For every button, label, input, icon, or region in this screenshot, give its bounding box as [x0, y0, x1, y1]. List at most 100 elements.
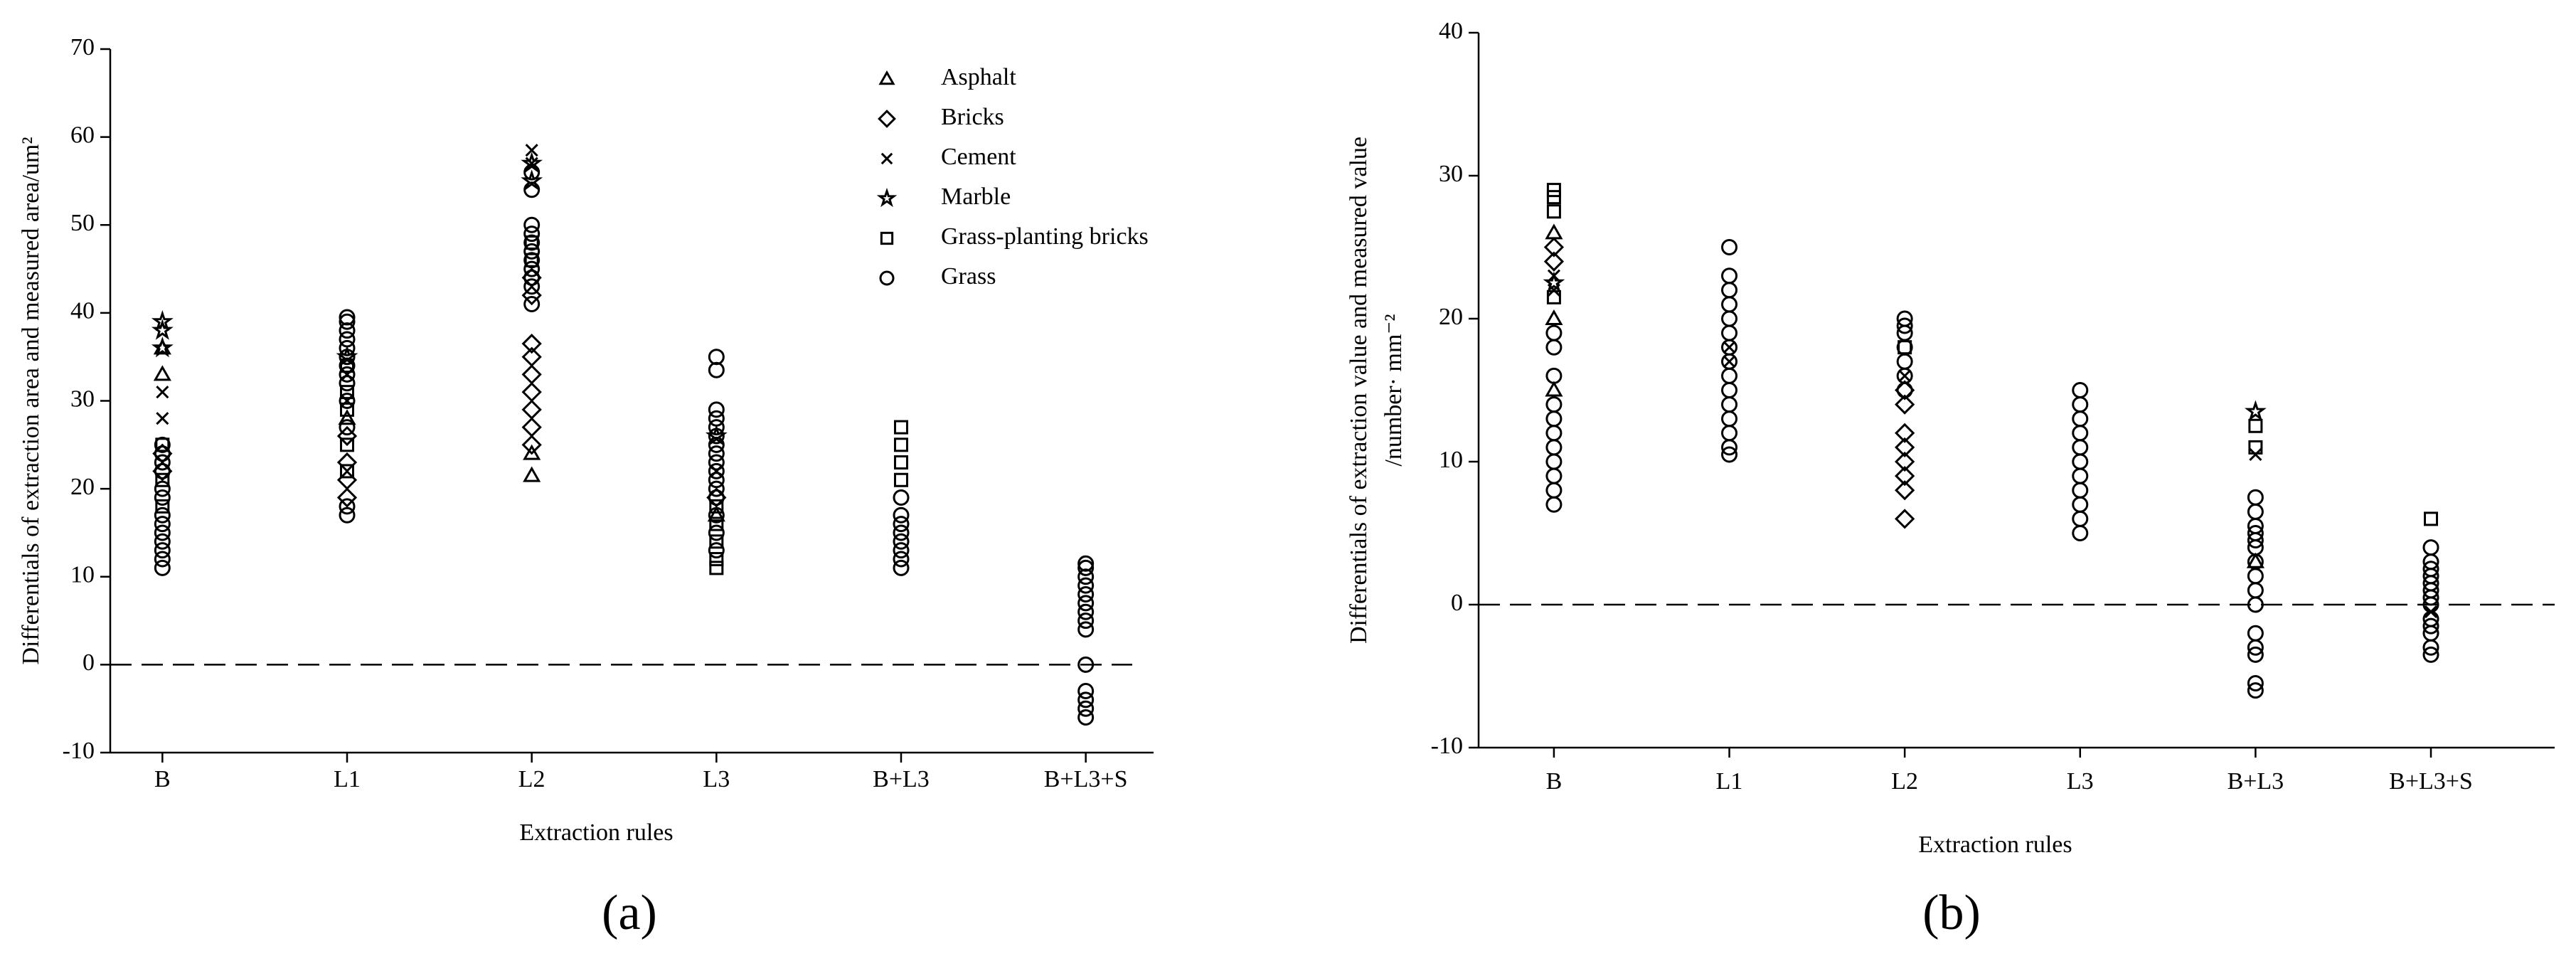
- marker-circle: [1545, 425, 1563, 442]
- marker-circle: [893, 506, 910, 524]
- marker-circle: [2422, 539, 2439, 556]
- marker-circle: [523, 225, 541, 243]
- legend-label: Cement: [941, 144, 1016, 170]
- marker-x: [880, 152, 893, 165]
- marker-circle: [1077, 682, 1095, 699]
- marker-circle: [2247, 525, 2264, 541]
- marker-triangle: [153, 339, 171, 355]
- marker-circle: [708, 454, 725, 471]
- x-tick-label: B+L3+S: [2389, 768, 2473, 795]
- marker-circle: [893, 551, 910, 568]
- marker-circle: [339, 393, 356, 409]
- y-tick-label: 70: [70, 34, 95, 60]
- marker-circle: [1077, 603, 1095, 620]
- marker-diamond: [1543, 251, 1565, 272]
- marker-circle: [2247, 582, 2264, 599]
- marker-diamond: [1895, 437, 1915, 458]
- marker-circle: [2422, 617, 2439, 635]
- marker-circle: [523, 260, 541, 277]
- marker-x: [1723, 341, 1736, 354]
- marker-square: [1546, 290, 1561, 304]
- marker-circle: [523, 269, 541, 286]
- x-tick-label: B: [154, 766, 171, 792]
- marker-circle: [708, 542, 725, 559]
- marker-circle: [154, 489, 171, 506]
- marker-star: [151, 319, 174, 340]
- marker-square: [893, 455, 908, 470]
- marker-triangle: [338, 409, 356, 425]
- marker-circle: [2247, 625, 2264, 642]
- marker-circle: [339, 331, 356, 348]
- y-tick-label: -10: [1431, 733, 1463, 759]
- marker-circle: [708, 401, 725, 418]
- marker-triangle: [2246, 552, 2264, 568]
- x-tick-label: L2: [1891, 768, 1918, 795]
- marker-circle: [154, 462, 171, 479]
- marker-diamond: [521, 334, 542, 354]
- y-axis-label: /number· mm⁻²: [1380, 314, 1407, 466]
- marker-circle: [2072, 439, 2089, 456]
- marker-circle: [1545, 367, 1563, 384]
- marker-circle: [1545, 396, 1563, 413]
- marker-diamond: [336, 425, 358, 447]
- marker-circle: [154, 551, 171, 568]
- marker-circle: [154, 480, 171, 497]
- x-axis-label: Extraction rules: [1918, 832, 2072, 858]
- marker-square: [709, 499, 724, 514]
- marker-diamond: [521, 435, 542, 455]
- marker-circle: [523, 164, 541, 181]
- marker-circle: [1545, 339, 1563, 356]
- x-tick-label: L1: [1716, 768, 1743, 795]
- marker-circle: [1077, 691, 1095, 708]
- marker-circle: [893, 489, 910, 506]
- legend-label: Asphalt: [941, 64, 1016, 90]
- marker-square: [340, 437, 355, 452]
- marker-circle: [523, 252, 541, 269]
- marker-circle: [2247, 489, 2264, 506]
- marker-circle: [708, 445, 725, 462]
- marker-circle: [708, 349, 725, 366]
- marker-square: [893, 472, 908, 487]
- x-tick-label: L3: [703, 766, 730, 792]
- marker-circle: [1721, 324, 1738, 341]
- marker-circle: [1721, 267, 1738, 285]
- marker-square: [709, 516, 724, 531]
- panel-label: (b): [1922, 886, 1981, 940]
- marker-circle: [154, 542, 171, 559]
- marker-circle: [1721, 239, 1738, 255]
- marker-circle: [708, 436, 725, 453]
- marker-triangle: [523, 444, 541, 460]
- marker-circle: [893, 542, 910, 559]
- marker-circle: [2072, 482, 2089, 499]
- marker-x: [2249, 447, 2262, 462]
- marker-circle: [1896, 317, 1913, 334]
- marker-circle: [2072, 382, 2089, 398]
- marker-circle: [523, 296, 541, 313]
- y-tick-label: 0: [83, 649, 95, 676]
- marker-circle: [1896, 310, 1913, 327]
- marker-triangle: [523, 466, 541, 482]
- marker-circle: [2422, 561, 2439, 578]
- marker-diamond: [521, 417, 542, 437]
- marker-diamond: [1895, 451, 1915, 472]
- marker-circle: [708, 480, 725, 497]
- marker-circle: [523, 278, 541, 295]
- marker-square: [340, 385, 355, 400]
- marker-diamond: [521, 382, 542, 403]
- y-axis-label: Differentials of extraction value and me…: [1346, 137, 1372, 644]
- marker-circle: [1721, 446, 1738, 463]
- marker-circle: [1545, 439, 1563, 456]
- marker-circle: [708, 472, 725, 489]
- marker-x: [156, 412, 169, 425]
- marker-diamond: [1895, 394, 1915, 415]
- marker-circle: [154, 454, 171, 471]
- marker-star: [1543, 271, 1565, 292]
- marker-circle: [2072, 425, 2089, 442]
- y-tick-label: -10: [63, 738, 95, 764]
- x-tick-label: L1: [334, 766, 361, 792]
- marker-triangle: [153, 365, 171, 381]
- marker-circle: [1077, 612, 1095, 630]
- marker-circle: [893, 533, 910, 550]
- marker-circle: [2072, 525, 2089, 541]
- marker-circle: [2072, 467, 2089, 484]
